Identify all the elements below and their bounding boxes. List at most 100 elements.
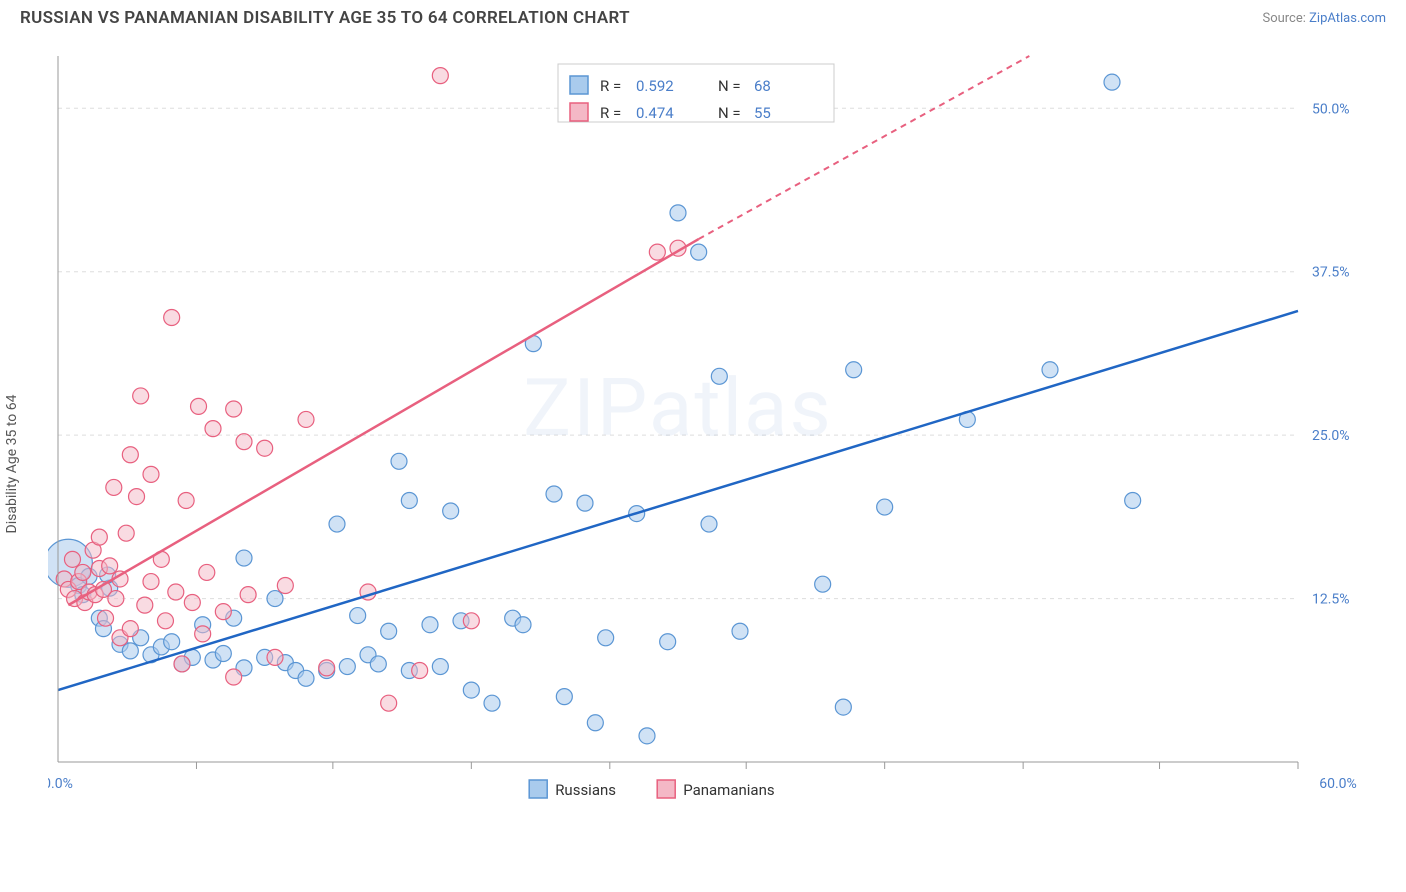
legend-swatch bbox=[570, 103, 588, 121]
y-tick-label: 37.5% bbox=[1312, 265, 1350, 281]
source-link[interactable]: ZipAtlas.com bbox=[1309, 11, 1386, 26]
data-point bbox=[660, 634, 676, 650]
x-tick-label: 0.0% bbox=[48, 776, 73, 792]
data-point bbox=[701, 516, 717, 532]
data-point bbox=[298, 670, 314, 686]
legend-label: Russians bbox=[555, 781, 616, 799]
data-point bbox=[649, 244, 665, 260]
data-point bbox=[587, 715, 603, 731]
y-axis-label: Disability Age 35 to 64 bbox=[4, 395, 20, 534]
data-point bbox=[1125, 493, 1141, 509]
y-tick-label: 50.0% bbox=[1312, 101, 1350, 117]
data-point bbox=[815, 576, 831, 592]
chart-container: Disability Age 35 to 64 12.5% 25.0% 37.5% 5… bbox=[0, 36, 1406, 892]
data-point bbox=[329, 516, 345, 532]
data-point bbox=[339, 659, 355, 675]
data-point bbox=[381, 695, 397, 711]
data-point bbox=[205, 421, 221, 437]
data-point bbox=[515, 617, 531, 633]
data-point bbox=[463, 613, 479, 629]
data-point bbox=[157, 613, 173, 629]
legend-label: Panamanians bbox=[683, 781, 774, 799]
legend-r-value: 0.474 bbox=[636, 104, 674, 122]
data-point bbox=[122, 447, 138, 463]
data-point bbox=[137, 597, 153, 613]
data-point bbox=[711, 368, 727, 384]
data-point bbox=[546, 486, 562, 502]
y-tick-label: 25.0% bbox=[1312, 428, 1350, 444]
data-point bbox=[370, 656, 386, 672]
data-point bbox=[98, 610, 114, 626]
data-point bbox=[1104, 74, 1120, 90]
legend-n-value: 68 bbox=[754, 77, 771, 95]
data-point bbox=[463, 682, 479, 698]
data-point bbox=[350, 608, 366, 624]
data-point bbox=[432, 68, 448, 84]
data-point bbox=[75, 564, 91, 580]
legend-swatch bbox=[570, 76, 588, 94]
data-point bbox=[64, 551, 80, 567]
data-point bbox=[267, 649, 283, 665]
data-point bbox=[226, 401, 242, 417]
data-point bbox=[577, 495, 593, 511]
data-point bbox=[877, 499, 893, 515]
data-point bbox=[191, 398, 207, 414]
data-point bbox=[122, 621, 138, 637]
data-point bbox=[484, 695, 500, 711]
source-prefix: Source: bbox=[1262, 11, 1309, 26]
data-point bbox=[277, 578, 293, 594]
data-point bbox=[164, 634, 180, 650]
data-point bbox=[143, 466, 159, 482]
data-point bbox=[412, 662, 428, 678]
data-point bbox=[122, 643, 138, 659]
data-point bbox=[108, 591, 124, 607]
data-point bbox=[381, 623, 397, 639]
data-point bbox=[102, 558, 118, 574]
data-point bbox=[133, 388, 149, 404]
data-point bbox=[1042, 362, 1058, 378]
data-point bbox=[846, 362, 862, 378]
legend-swatch bbox=[529, 780, 547, 798]
data-point bbox=[215, 604, 231, 620]
data-point bbox=[143, 574, 159, 590]
legend-r-label: R = bbox=[600, 77, 621, 95]
data-point bbox=[215, 645, 231, 661]
data-point bbox=[422, 617, 438, 633]
source-attribution: Source: ZipAtlas.com bbox=[1262, 11, 1386, 26]
data-point bbox=[236, 550, 252, 566]
data-point bbox=[168, 584, 184, 600]
data-point bbox=[226, 669, 242, 685]
data-point bbox=[670, 205, 686, 221]
data-point bbox=[556, 689, 572, 705]
legend-n-label: N = bbox=[718, 77, 741, 95]
data-point bbox=[257, 440, 273, 456]
scatter-plot: 12.5%25.0%37.5%50.0%ZIPatlas0.0%60.0%R =… bbox=[48, 46, 1368, 826]
legend-n-value: 55 bbox=[754, 104, 771, 122]
watermark: ZIPatlas bbox=[523, 361, 833, 455]
legend-swatch bbox=[657, 780, 675, 798]
data-point bbox=[691, 244, 707, 260]
y-tick-label: 12.5% bbox=[1312, 592, 1350, 608]
data-point bbox=[835, 699, 851, 715]
data-point bbox=[240, 587, 256, 603]
data-point bbox=[432, 659, 448, 675]
data-point bbox=[639, 728, 655, 744]
data-point bbox=[391, 453, 407, 469]
series-legend: Russians Panamanians bbox=[529, 780, 774, 799]
correlation-legend: R =0.592N =68R =0.474N =55 bbox=[558, 64, 834, 122]
legend-r-label: R = bbox=[600, 104, 621, 122]
data-point bbox=[236, 434, 252, 450]
data-point bbox=[174, 656, 190, 672]
data-point bbox=[195, 626, 211, 642]
legend-n-label: N = bbox=[718, 104, 741, 122]
data-point bbox=[164, 309, 180, 325]
data-point bbox=[598, 630, 614, 646]
data-point bbox=[732, 623, 748, 639]
data-point bbox=[184, 594, 200, 610]
chart-title: RUSSIAN VS PANAMANIAN DISABILITY AGE 35 … bbox=[20, 8, 630, 28]
data-point bbox=[91, 529, 107, 545]
data-point bbox=[401, 493, 417, 509]
data-point bbox=[129, 489, 145, 505]
data-point bbox=[319, 660, 335, 676]
data-point bbox=[118, 525, 134, 541]
